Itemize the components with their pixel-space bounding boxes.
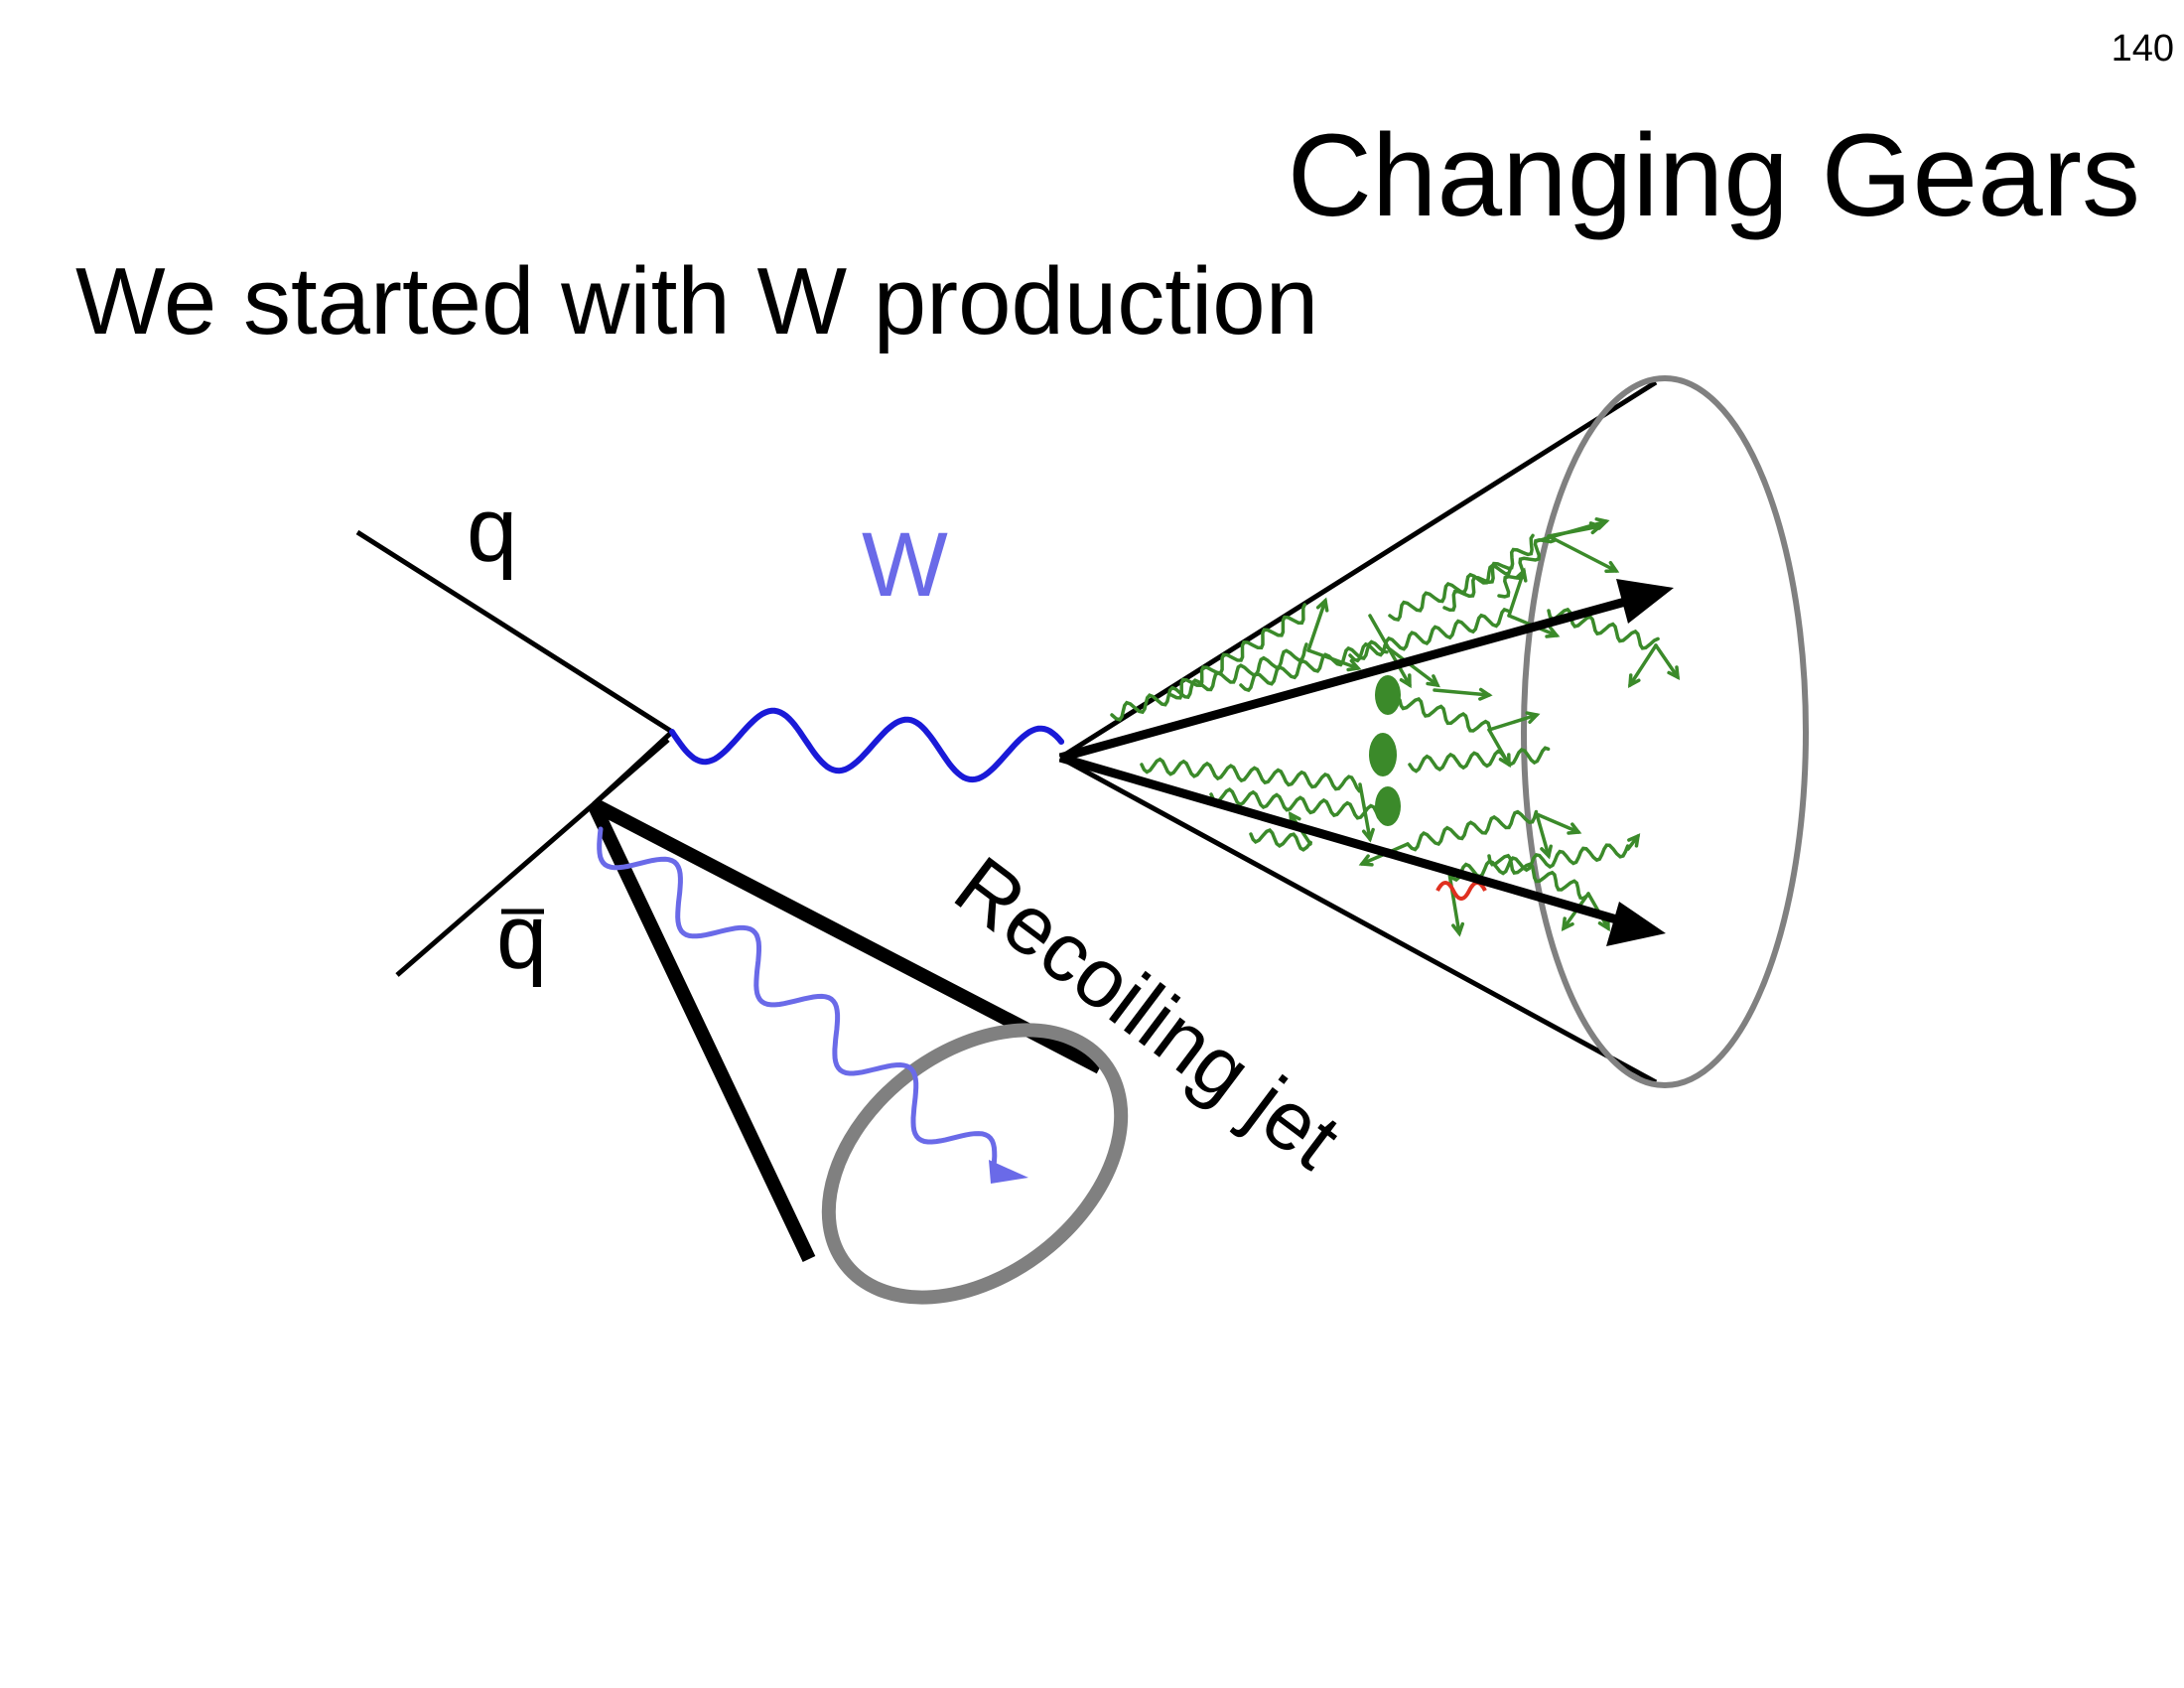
shower-particle — [1547, 534, 1618, 573]
shower-particle-arrowhead — [1597, 916, 1610, 932]
shower-particle-arrowhead — [1346, 658, 1362, 672]
jet-arrow-lower-head — [1606, 902, 1666, 946]
slide-title: Changing Gears — [1287, 110, 2140, 241]
shower-gluon — [1140, 757, 1362, 793]
shower-particle-arrowhead — [1498, 753, 1511, 769]
shower-particle — [1306, 599, 1327, 652]
shower-particle — [1535, 519, 1608, 543]
shower-blob — [1369, 675, 1401, 826]
parton-shower — [1110, 517, 1681, 937]
shower-particle — [1487, 728, 1511, 767]
shower-particle-arrowhead — [1358, 854, 1374, 867]
shower-gluon — [1398, 696, 1492, 733]
jet-cone-upper-edge — [1058, 379, 1658, 761]
shower-particle — [1433, 688, 1491, 697]
w-boson-label: W — [862, 514, 948, 616]
jet-cone-rim — [1521, 375, 1809, 1088]
shower-particle-arrowhead — [1361, 827, 1375, 843]
recoil-cone-rim — [821, 1023, 1129, 1305]
shower-particle-arrowhead — [1514, 567, 1528, 583]
shower-particle-arrowhead — [1594, 517, 1610, 530]
recoil-gluon-arrowhead — [989, 1160, 1028, 1184]
jet-arrow-upper-head — [1616, 579, 1674, 624]
recoil-gluon-line — [597, 826, 998, 1174]
recoil-quark-stub — [592, 730, 674, 806]
shower-gluon — [1169, 603, 1307, 700]
jet-arrow-upper-shaft — [1058, 594, 1638, 763]
shower-particle-arrowhead — [1426, 674, 1440, 688]
shower-particle — [1535, 812, 1580, 834]
shower-particle-arrowhead — [1667, 665, 1681, 681]
shower-particle — [1507, 569, 1526, 618]
quark-line — [355, 529, 674, 735]
recoil-cone-lower-edge — [587, 801, 816, 1262]
shower-particle-arrowhead — [1561, 916, 1574, 931]
jet-arrow-lower-shaft — [1058, 753, 1632, 928]
shower-particle — [1487, 713, 1539, 732]
shower-particle — [1368, 614, 1412, 687]
shower-particle-arrowhead — [1540, 844, 1553, 860]
shower-particle-arrowhead — [1399, 673, 1412, 689]
shower-gluon — [1209, 786, 1387, 823]
shower-gluon — [1442, 533, 1535, 613]
shower-gluon — [1406, 809, 1539, 852]
shower-particle-arrowhead — [1525, 711, 1541, 724]
shower-gluon — [1348, 607, 1510, 663]
shower-gluon — [1547, 607, 1660, 650]
highlight-gluon — [1435, 881, 1487, 901]
shower-particle-arrowhead — [1604, 560, 1620, 573]
shower-particle-arrowhead — [1451, 921, 1465, 937]
shower-gluon — [1408, 746, 1551, 774]
jet-cone-lower-edge — [1058, 755, 1658, 1085]
antiquark-label: q — [496, 887, 547, 988]
shower-particle-arrowhead — [1315, 597, 1329, 613]
quark-label: q — [467, 480, 517, 581]
shower-particle — [1654, 643, 1680, 679]
shower-gluon — [1388, 563, 1513, 623]
shower-particle — [1358, 782, 1372, 841]
slide-subtitle: We started with W production — [75, 248, 1319, 354]
shower-particle-arrowhead — [1627, 833, 1641, 848]
shower-particle — [1628, 643, 1658, 687]
recoil-cone-upper-edge — [590, 797, 1104, 1074]
shower-particle-arrowhead — [1567, 822, 1582, 835]
shower-particle-arrowhead — [1545, 626, 1561, 638]
shower-gluon — [1249, 828, 1312, 852]
shower-gluon — [1487, 853, 1590, 901]
shower-particle-arrowhead — [1628, 673, 1641, 689]
w-boson-line — [669, 707, 1065, 783]
shower-particle-arrowhead — [1478, 687, 1493, 701]
shower-particle — [1535, 812, 1551, 858]
shower-particle — [1306, 648, 1360, 670]
shower-gluon — [1239, 639, 1389, 693]
page-number: 140 — [2111, 28, 2174, 70]
